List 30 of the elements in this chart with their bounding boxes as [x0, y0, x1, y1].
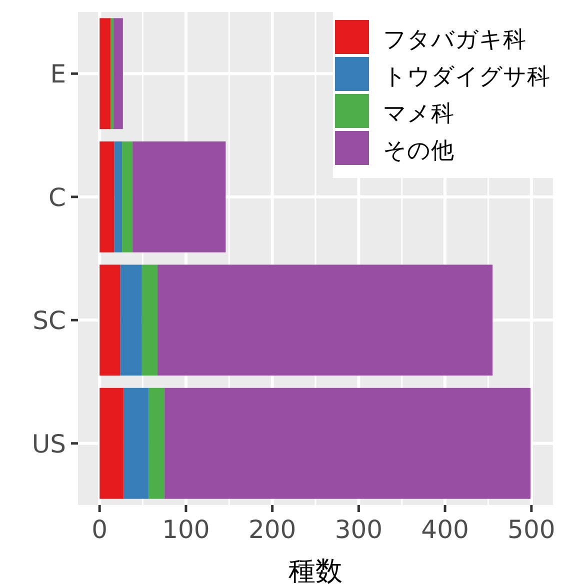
bar [157, 264, 493, 376]
bar [148, 388, 164, 499]
legend-label: マメ科 [383, 101, 454, 127]
x-tick-label: 100 [162, 515, 210, 544]
bar [110, 18, 114, 130]
legend-label: その他 [383, 138, 454, 164]
legend-label: トウダイグサ科 [383, 64, 550, 90]
bar [164, 388, 531, 499]
bar [114, 141, 122, 252]
y-tick-label: E [50, 60, 66, 89]
bar [100, 141, 114, 252]
bar [113, 18, 123, 130]
y-tick-label: C [48, 182, 66, 212]
y-tick-label: US [32, 429, 66, 458]
legend-label: フタバガキ科 [383, 27, 526, 53]
bar [100, 388, 124, 499]
x-tick-label: 400 [421, 515, 469, 544]
y-tick-label: SC [32, 306, 66, 336]
bar [124, 388, 149, 499]
bar [122, 141, 132, 252]
x-tick-label: 0 [92, 515, 108, 544]
bar [132, 141, 226, 252]
x-tick-label: 300 [334, 515, 383, 544]
bar [100, 18, 111, 130]
x-tick-label: 200 [248, 515, 296, 544]
bar [120, 264, 142, 376]
x-tick-label: 500 [508, 515, 556, 544]
bar [142, 264, 158, 376]
bar [100, 264, 120, 376]
x-axis-title: 種数 [288, 556, 342, 584]
